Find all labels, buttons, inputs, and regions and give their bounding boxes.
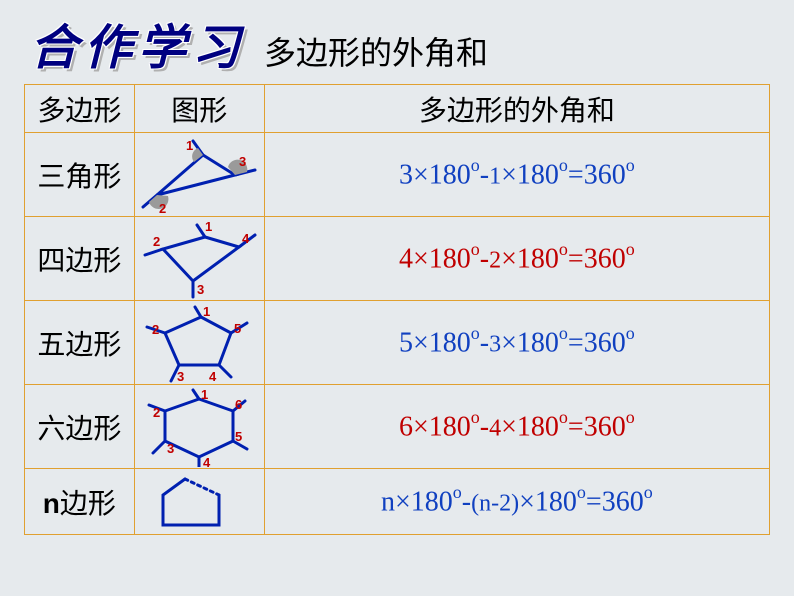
row-name: 四边形 [25,217,135,301]
row-name: n边形 [25,469,135,535]
row-name: 三角形 [25,133,135,217]
row-formula: 4×180o-2×180o=360o [264,217,769,301]
vertex-label: 5 [234,321,241,336]
vertex-label: 1 [186,138,193,153]
vertex-label: 3 [239,154,246,169]
table-row: n边形 n×180o-(n-2)×180o=360o [25,469,770,535]
vertex-label: 3 [167,441,174,456]
vertex-label: 6 [235,397,242,412]
page-header: 合作学习 多边形的外角和 [0,0,794,84]
vertex-label: 2 [153,405,160,420]
table-row: 三角形 1 2 3 3×180o-1×180o=360o [25,133,770,217]
coop-title: 合作学习 [30,8,246,78]
vertex-label: 4 [209,369,217,383]
triangle-icon: 1 2 3 [135,135,263,215]
table-row: 五边形 1 2 3 4 5 5×180o-3×180o=360o [25,301,770,385]
vertex-label: 1 [201,387,208,402]
row-name: 六边形 [25,385,135,469]
row-shape [134,469,264,535]
row-formula: 6×180o-4×180o=360o [264,385,769,469]
hexagon-icon: 1 2 3 4 5 6 [135,387,263,467]
row-shape: 1 2 3 4 5 6 [134,385,264,469]
header-polygon: 多边形 [25,85,135,133]
vertex-label: 3 [177,369,184,383]
vertex-label: 1 [203,304,210,319]
page-subtitle: 多边形的外角和 [264,28,488,74]
row-name: 五边形 [25,301,135,385]
table-row: 四边形 1 2 3 4 4×180o-2×180o=360o [25,217,770,301]
row-formula: 5×180o-3×180o=360o [264,301,769,385]
vertex-label: 4 [242,231,250,246]
vertex-label: 3 [197,282,204,297]
table-row: 六边形 1 2 3 4 5 6 6×180o-4×180o=360o [25,385,770,469]
header-shape: 图形 [134,85,264,133]
ngon-icon [149,471,249,533]
vertex-label: 4 [203,455,211,467]
row-shape: 1 2 3 4 [134,217,264,301]
pentagon-icon: 1 2 3 4 5 [135,303,263,383]
row-shape: 1 2 3 [134,133,264,217]
vertex-label: 5 [235,429,242,444]
row-formula: n×180o-(n-2)×180o=360o [264,469,769,535]
quad-icon: 1 2 3 4 [135,219,263,299]
vertex-label: 2 [152,322,159,337]
header-formula: 多边形的外角和 [264,85,769,133]
vertex-label: 2 [153,234,160,249]
vertex-label: 2 [159,201,166,215]
row-formula: 3×180o-1×180o=360o [264,133,769,217]
row-shape: 1 2 3 4 5 [134,301,264,385]
vertex-label: 1 [205,219,212,234]
polygon-table: 多边形 图形 多边形的外角和 三角形 1 2 3 3×180o-1×180o=3… [24,84,770,535]
table-header-row: 多边形 图形 多边形的外角和 [25,85,770,133]
